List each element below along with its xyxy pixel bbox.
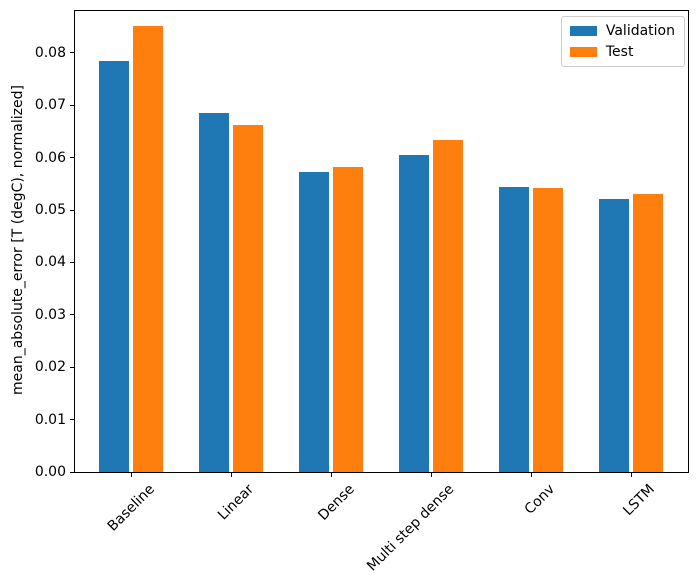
bar-validation-conv xyxy=(499,186,529,472)
x-tick-label-conv: Conv xyxy=(521,481,558,518)
x-tick-label-multi-step-dense: Multi step dense xyxy=(364,481,458,575)
x-tick-label-dense: Dense xyxy=(315,481,358,524)
bar-validation-multi-step-dense xyxy=(399,155,429,472)
legend-swatch-test xyxy=(569,47,597,57)
y-tick-label: 0.07 xyxy=(34,97,66,114)
legend-label: Test xyxy=(605,44,634,60)
y-tick-label: 0.04 xyxy=(34,254,66,271)
bar-validation-baseline xyxy=(99,60,129,472)
legend-label: Validation xyxy=(605,23,675,39)
x-tick-label-linear: Linear xyxy=(215,481,258,524)
bar-validation-linear xyxy=(199,113,229,472)
x-tick-mark xyxy=(631,473,632,477)
y-tick-label: 0.02 xyxy=(34,359,66,376)
y-tick-label: 0.06 xyxy=(34,149,66,166)
y-tick-mark xyxy=(70,52,74,54)
y-tick-label: 0.08 xyxy=(34,44,66,61)
y-tick-label: 0.05 xyxy=(34,202,66,219)
bar-test-linear xyxy=(233,124,263,472)
bar-test-lstm xyxy=(633,193,663,472)
x-tick-mark xyxy=(531,473,532,477)
y-tick-mark xyxy=(70,471,74,473)
legend-entry-test: Test xyxy=(569,44,675,60)
y-tick-mark xyxy=(70,104,74,106)
y-tick-mark xyxy=(70,209,74,211)
x-tick-mark xyxy=(131,473,132,477)
bar-test-dense xyxy=(333,167,363,472)
bar-validation-dense xyxy=(299,171,329,472)
legend-entry-validation: Validation xyxy=(569,23,675,39)
legend-swatch-validation xyxy=(569,26,597,36)
bar-test-multi-step-dense xyxy=(433,140,463,472)
x-tick-label-baseline: Baseline xyxy=(104,481,158,535)
y-tick-mark xyxy=(70,366,74,368)
bar-validation-lstm xyxy=(599,199,629,472)
y-tick-mark xyxy=(70,419,74,421)
x-tick-label-lstm: LSTM xyxy=(619,481,658,520)
plot-area: 0.00 0.01 0.02 0.03 0.04 0.05 0.06 0.07 0.08 Base… xyxy=(35,10,689,574)
y-tick-mark xyxy=(70,157,74,159)
y-tick-label: 0.00 xyxy=(34,464,66,480)
y-tick-mark xyxy=(70,261,74,263)
y-tick-mark xyxy=(70,314,74,316)
x-tick-mark xyxy=(231,473,232,477)
y-tick-label: 0.03 xyxy=(34,306,66,323)
bar-test-baseline xyxy=(133,25,163,472)
legend: Validation Test xyxy=(560,16,685,67)
bar-test-conv xyxy=(533,188,563,472)
x-tick-mark xyxy=(331,473,332,477)
y-tick-label: 0.01 xyxy=(34,411,66,428)
x-tick-mark xyxy=(431,473,432,477)
y-axis-label: mean_absolute_error [T (degC), normalize… xyxy=(10,85,26,395)
